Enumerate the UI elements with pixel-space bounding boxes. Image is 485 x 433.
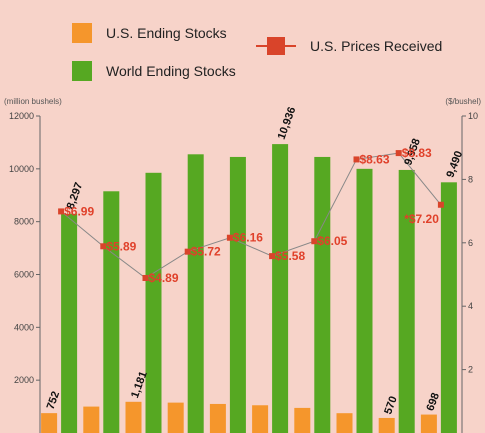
- axes-layer: 12000 10000 8000 6000 4000 2000 10 8 6 4 2: [9, 111, 478, 433]
- price-value-label: $5.89: [106, 239, 136, 253]
- red-line-marker-icon: [256, 36, 296, 56]
- price-value-label: $8.83: [402, 146, 432, 160]
- us-stocks-bar: [294, 407, 311, 433]
- price-value-label: $5.72: [191, 245, 221, 259]
- price-value-label: $6.05: [317, 234, 347, 248]
- world-stocks-bar: [356, 168, 373, 433]
- world-stocks-value-label: 10,936: [276, 105, 299, 141]
- left-tick-label: 12000: [9, 111, 34, 121]
- price-line: [60, 152, 442, 279]
- us-stocks-bar: [209, 403, 226, 433]
- legend-us-prices: U.S. Prices Received: [256, 36, 442, 56]
- world-stocks-bar: [398, 169, 415, 433]
- world-stocks-bar: [145, 172, 162, 433]
- chart-legend: U.S. Ending Stocks World Ending Stocks U…: [0, 0, 485, 95]
- price-point: [184, 248, 191, 255]
- price-point: [311, 238, 318, 245]
- right-tick-label: 10: [468, 111, 478, 121]
- us-stocks-bar: [420, 414, 437, 433]
- world-stocks-bar: [229, 156, 246, 433]
- world-stocks-bar: [187, 154, 204, 433]
- left-tick-label: 6000: [14, 270, 34, 280]
- price-point: [100, 243, 107, 250]
- legend-world-stocks: World Ending Stocks: [72, 61, 236, 81]
- price-point: [226, 234, 233, 241]
- us-stocks-bar: [378, 417, 395, 433]
- world-stocks-bar: [314, 156, 331, 433]
- right-tick-label: 2: [468, 365, 473, 375]
- legend-world-stocks-label: World Ending Stocks: [106, 63, 236, 79]
- right-tick-label: 4: [468, 301, 473, 311]
- green-swatch-icon: [72, 61, 92, 81]
- us-stocks-value-label: 698: [424, 391, 442, 412]
- left-tick-label: 4000: [14, 322, 34, 332]
- orange-swatch-icon: [72, 23, 92, 43]
- us-stocks-bar: [41, 413, 58, 433]
- left-axis-title: (million bushels): [4, 97, 62, 106]
- price-value-label: $6.99: [64, 204, 94, 218]
- price-value-label: $4.89: [149, 271, 179, 285]
- price-line-layer: [58, 150, 444, 281]
- price-point: [395, 150, 402, 157]
- price-point: [58, 208, 65, 215]
- right-axis-title: ($/bushel): [445, 97, 481, 106]
- price-value-label: $8.63: [360, 152, 390, 166]
- legend-us-prices-label: U.S. Prices Received: [310, 38, 443, 54]
- bars-layer: [41, 144, 457, 433]
- left-tick-label: 2000: [14, 375, 34, 385]
- us-stocks-bar: [167, 402, 184, 433]
- price-point: [353, 156, 360, 163]
- price-value-label: $6.16: [233, 231, 263, 245]
- us-stocks-value-label: 752: [45, 390, 63, 411]
- world-stocks-bar: [272, 144, 289, 433]
- price-point: [269, 253, 276, 260]
- us-stocks-bar: [83, 406, 100, 433]
- us-stocks-value-label: 570: [382, 395, 400, 416]
- right-tick-label: 8: [468, 174, 473, 184]
- world-stocks-bar: [61, 213, 78, 433]
- legend-us-stocks-label: U.S. Ending Stocks: [106, 25, 227, 41]
- price-point: [142, 274, 149, 281]
- legend-us-stocks: U.S. Ending Stocks: [72, 23, 227, 43]
- price-point: [437, 201, 444, 208]
- world-stocks-bar: [103, 191, 120, 433]
- right-tick-label: 6: [468, 238, 473, 248]
- us-stocks-bar: [336, 413, 353, 433]
- us-stocks-bar: [125, 401, 142, 433]
- world-stocks-bar: [440, 182, 457, 433]
- left-tick-label: 8000: [14, 217, 34, 227]
- left-tick-label: 10000: [9, 164, 34, 174]
- price-value-label: *$7.20: [404, 212, 439, 226]
- price-value-label: $5.58: [275, 249, 305, 263]
- us-stocks-bar: [252, 405, 269, 433]
